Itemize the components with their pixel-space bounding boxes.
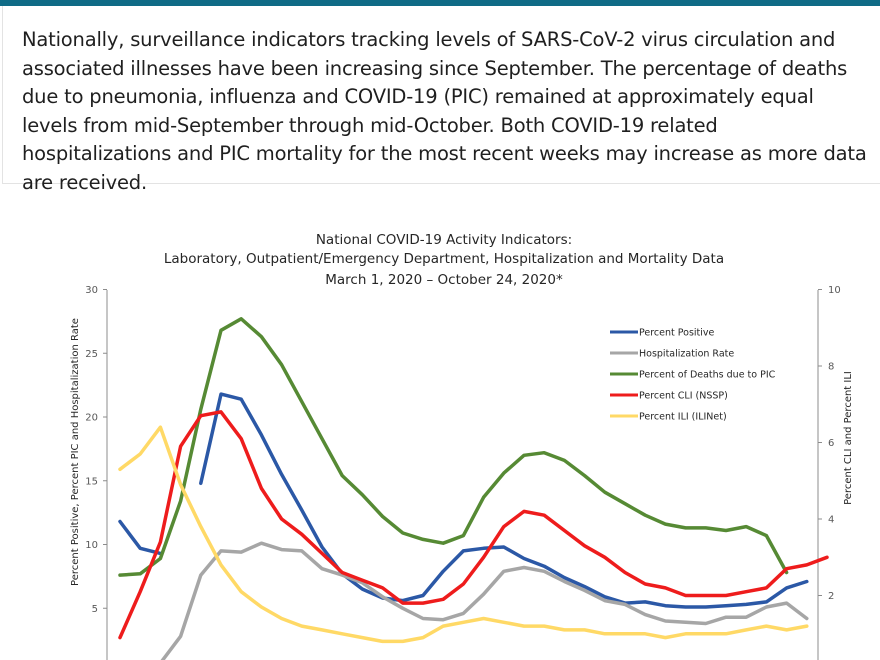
summary-card [2,6,880,184]
chart-date-range: March 1, 2020 – October 24, 2020* [325,272,563,288]
legend-label: Percent ILI (ILINet) [639,412,727,423]
series-line-percent-positive [118,519,163,556]
covid-activity-chart: National COVID-19 Activity Indicators: L… [70,232,854,660]
left-tick-label: 15 [85,476,98,487]
legend-label: Percent Positive [639,328,715,339]
right-tick-label: 8 [828,362,834,373]
series-percent-ili-ilinet [118,425,809,644]
header-accent-bar [0,0,880,6]
series-line-percent-of-deaths-due-to-pic [118,317,789,577]
series-percent-positive [118,392,809,609]
right-tick-label: 2 [828,591,834,602]
axes-layer: 5 10 15 20 25 30 2 4 6 8 10 [85,285,841,660]
right-axis-label: Percent CLI and Percent ILI [843,371,854,505]
right-tick-label: 6 [828,438,834,449]
left-tick-label: 5 [92,604,98,615]
left-tick-label: 25 [85,349,98,360]
chart-legend: Percent Positive Hospitalization Rate Perc… [610,328,776,423]
left-tick-label: 10 [85,540,98,551]
series-line-percent-ili-ilinet [118,425,809,644]
legend-label: Hospitalization Rate [639,349,734,360]
chart-subtitle: Laboratory, Outpatient/Emergency Departm… [164,251,724,267]
series-percent-cli-nssp [118,410,829,640]
series-layer [118,317,829,660]
left-axis-label: Percent Positive, Percent PIC and Hospit… [70,318,81,586]
right-tick-label: 4 [828,515,834,526]
left-tick-label: 20 [85,413,98,424]
series-percent-of-deaths-due-to-pic [118,317,789,577]
right-tick-label: 10 [828,285,841,296]
series-line-hospitalization-rate [160,541,809,660]
left-tick-label: 30 [85,285,98,296]
summary-text: Nationally, surveillance indicators trac… [22,28,867,194]
legend-label: Percent of Deaths due to PIC [639,370,776,381]
series-line-percent-cli-nssp [118,410,829,640]
legend-label: Percent CLI (NSSP) [639,391,728,402]
series-line-percent-positive [199,392,809,609]
chart-title: National COVID-19 Activity Indicators: [316,232,572,248]
series-hospitalization-rate [160,541,809,660]
